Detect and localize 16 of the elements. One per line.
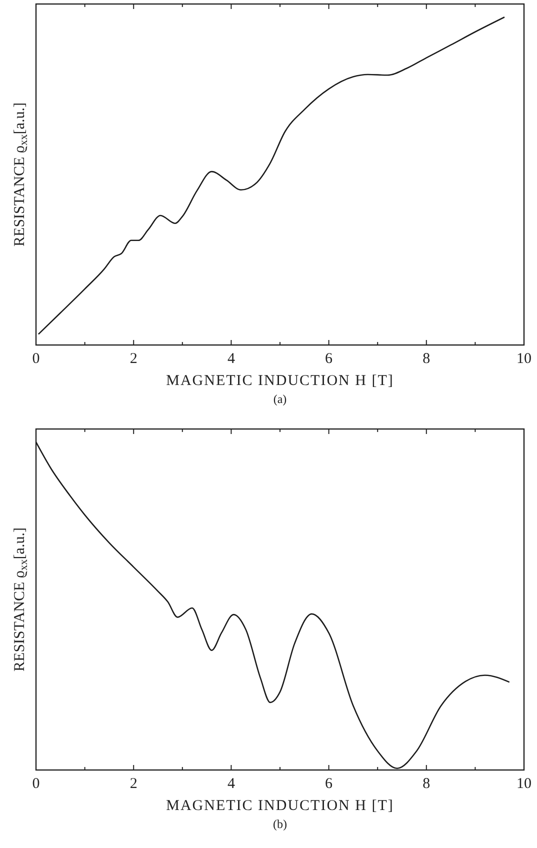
- x-tick-label: 0: [32, 776, 40, 792]
- x-tick-label: 6: [325, 776, 334, 792]
- x-tick-label: 10: [516, 351, 532, 367]
- x-tick-label: 10: [516, 776, 532, 792]
- x-axis-title: MAGNETIC INDUCTION H [T]: [166, 798, 394, 814]
- text: (a): [273, 392, 287, 406]
- x-tick-label: 8: [422, 776, 430, 792]
- x-axis-title: MAGNETIC INDUCTION H [T]: [166, 373, 394, 389]
- x-tick-label: 2: [130, 351, 138, 367]
- x-tick-label: 2: [130, 776, 138, 792]
- x-tick-label: 8: [422, 351, 430, 367]
- x-tick-label: 4: [227, 351, 236, 367]
- x-tick-label: 0: [32, 351, 40, 367]
- x-tick-label: 6: [325, 351, 334, 367]
- text: (b): [273, 817, 287, 831]
- x-tick-label: 4: [227, 776, 236, 792]
